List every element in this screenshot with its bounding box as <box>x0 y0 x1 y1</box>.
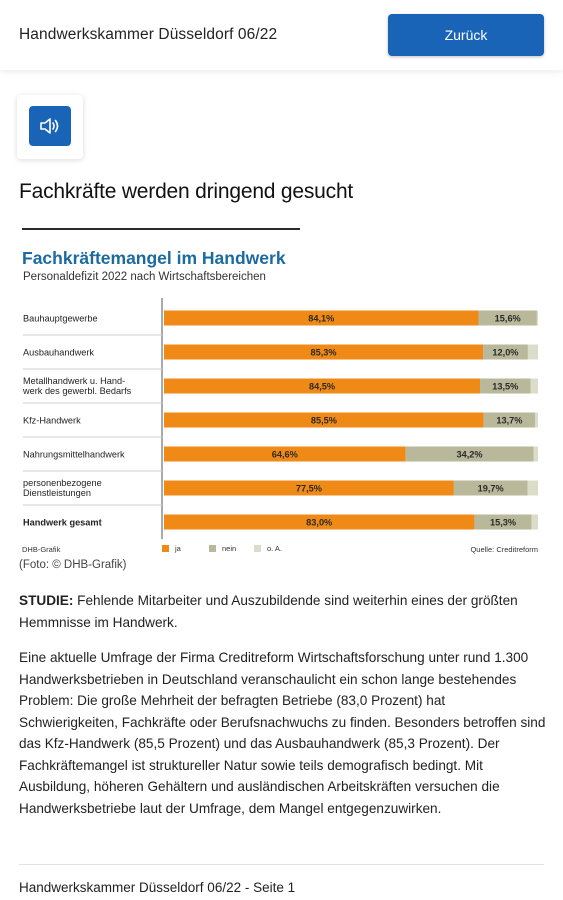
bar-oa-segment <box>533 446 538 462</box>
bar-nein-segment <box>483 412 536 428</box>
bar-nein-segment <box>453 480 528 496</box>
legend-label: ja <box>175 544 181 553</box>
bar-ja-segment <box>164 344 484 360</box>
data-label: 15,6% <box>495 314 521 324</box>
app-title: Handwerkskammer Düsseldorf 06/22 <box>19 26 278 43</box>
image-caption: (Foto: © DHB-Grafik) <box>19 559 127 571</box>
category-label: Bauhauptgewerbe <box>23 314 98 324</box>
bar-oa-segment <box>535 412 538 428</box>
category-label: Kfz-Handwerk <box>23 416 81 426</box>
article-headline: Fachkräfte werden dringend gesucht <box>19 180 354 203</box>
legend-item: o. A. <box>254 544 282 553</box>
data-label: 13,5% <box>492 382 518 392</box>
top-bar: Handwerkskammer Düsseldorf 06/22 Zurück <box>0 0 563 70</box>
data-label: 83,0% <box>306 518 332 528</box>
lead-paragraph: STUDIE: Fehlende Mitarbeiter und Auszubi… <box>19 590 547 633</box>
legend-swatch <box>162 545 169 552</box>
back-button[interactable]: Zurück <box>388 14 544 56</box>
bar-ja-segment <box>164 514 475 530</box>
data-label: 64,6% <box>272 450 298 460</box>
data-label: 34,2% <box>457 450 483 460</box>
read-aloud-button[interactable] <box>29 106 71 146</box>
bar-oa-segment <box>531 514 538 530</box>
category-label: personenbezogene Dienstleistungen <box>23 478 102 498</box>
data-label: 19,7% <box>478 484 504 494</box>
category-label: Nahrungsmittelhandwerk <box>23 450 125 460</box>
category-label: Handwerk gesamt <box>23 518 102 528</box>
speaker-icon <box>40 118 59 134</box>
bar-oa-segment <box>527 480 538 496</box>
bar-nein-segment <box>474 514 532 530</box>
legend-label: nein <box>222 544 237 553</box>
bar-nein-segment <box>478 310 537 326</box>
bar-nein-segment <box>483 344 528 360</box>
bar-ja-segment <box>164 412 484 428</box>
data-label: 85,3% <box>310 348 336 358</box>
lead-text: Fehlende Mitarbeiter und Auszubildende s… <box>19 593 518 630</box>
bar-ja-segment <box>164 378 481 394</box>
audio-card <box>17 95 83 159</box>
legend-item: ja <box>162 544 181 553</box>
bar-oa-segment <box>530 378 538 394</box>
chart-legend: DHB-Grafik Quelle: Creditreform ja nein o.… <box>22 542 542 556</box>
data-label: 15,3% <box>490 518 516 528</box>
chart-subtitle: Personaldefizit 2022 nach Wirtschaftsber… <box>23 271 266 283</box>
data-label: 77,5% <box>296 484 322 494</box>
bar-ja-segment <box>164 446 406 462</box>
data-label: 84,5% <box>309 382 335 392</box>
data-label: 13,7% <box>496 416 522 426</box>
legend-label: o. A. <box>267 544 283 553</box>
data-label: 84,1% <box>308 314 334 324</box>
data-label: 85,5% <box>311 416 337 426</box>
chart-source: Quelle: Creditreform <box>470 545 538 554</box>
category-label: Metallhandwerk u. Hand-werk des gewerbl.… <box>22 376 132 396</box>
body-paragraph: Eine aktuelle Umfrage der Firma Creditre… <box>19 650 546 816</box>
bar-oa-segment <box>536 310 538 326</box>
bar-nein-segment <box>405 446 534 462</box>
legend-swatch <box>254 545 261 552</box>
footer-divider <box>19 864 544 865</box>
category-label: Ausbauhandwerk <box>23 348 94 358</box>
legend-swatch <box>209 545 216 552</box>
bar-nein-segment <box>480 378 531 394</box>
data-label: 12,0% <box>492 348 518 358</box>
lead-label: STUDIE: <box>19 593 74 608</box>
bar-ja-segment <box>164 480 454 496</box>
legend-item: nein <box>209 544 236 553</box>
footer-page-info: Handwerkskammer Düsseldorf 06/22 - Seite… <box>19 880 296 895</box>
chart-title: Fachkräftemangel im Handwerk <box>22 248 286 268</box>
chart-top-rule <box>22 228 300 230</box>
bar-chart: Bauhauptgewerbe 84,1% 15,6% Ausbauhandwerk 8… <box>22 298 538 539</box>
chart-credit: DHB-Grafik <box>22 545 61 554</box>
bar-ja-segment <box>164 310 479 326</box>
bar-oa-segment <box>527 344 538 360</box>
